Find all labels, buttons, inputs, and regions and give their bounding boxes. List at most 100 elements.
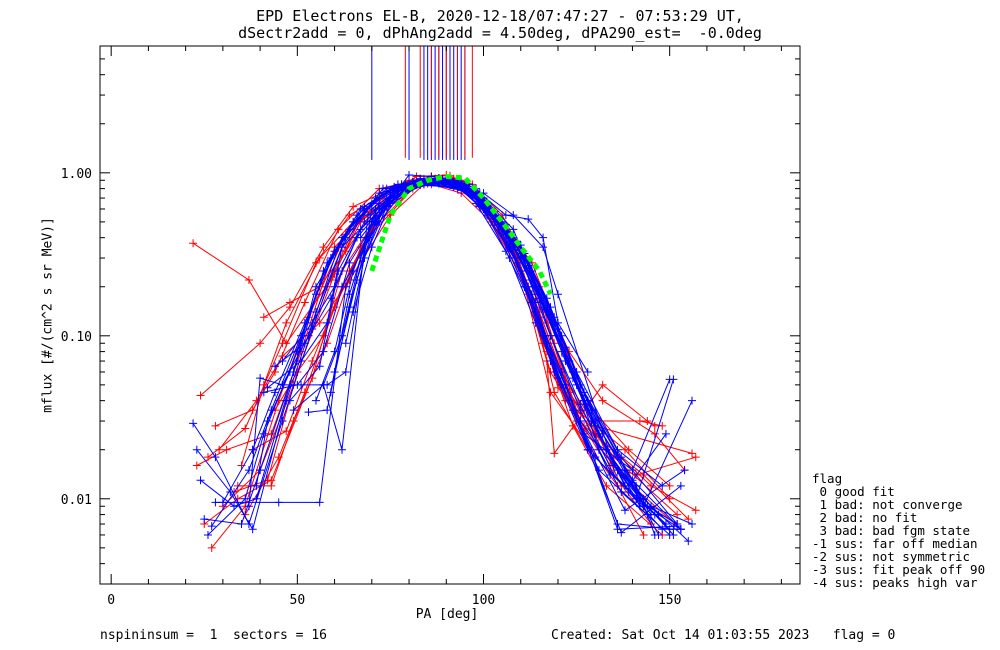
series-line <box>255 183 648 515</box>
data-point <box>338 233 347 242</box>
data-point <box>263 417 272 426</box>
data-point <box>594 429 603 438</box>
data-point <box>553 318 562 327</box>
data-point <box>594 466 603 475</box>
data-point <box>539 243 548 252</box>
data-point <box>621 481 629 490</box>
data-point <box>360 254 369 263</box>
data-point <box>617 488 626 497</box>
data-point <box>524 215 533 224</box>
data-point <box>349 202 358 211</box>
data-point <box>315 498 324 507</box>
data-point <box>278 339 287 348</box>
data-point <box>338 282 347 291</box>
legend-item: -4 sus: peaks high var <box>812 575 978 590</box>
peak-markers <box>371 46 473 160</box>
data-point <box>557 380 566 389</box>
data-point <box>252 494 261 503</box>
data-point <box>688 520 697 529</box>
data-point <box>244 275 253 284</box>
data-point <box>319 380 328 389</box>
chart-title: EPD Electrons EL-B, 2020-12-18/07:47:27 … <box>256 7 744 25</box>
data-point <box>211 453 220 462</box>
data-point <box>308 318 317 327</box>
data-point <box>382 194 391 203</box>
flag-legend: flag 0 good fit 1 bad: not converge 2 ba… <box>812 472 985 589</box>
data-point <box>561 357 570 366</box>
legend-title: flag <box>812 471 843 486</box>
y-tick-label: 0.10 <box>61 330 92 345</box>
y-axis-label: mflux [#/(cm^2 s sr MeV)] <box>40 217 56 413</box>
data-point <box>252 396 261 405</box>
data-point <box>308 357 317 366</box>
data-point <box>189 239 198 248</box>
data-point <box>311 396 320 405</box>
data-point <box>315 362 324 371</box>
data-point <box>334 266 343 275</box>
data-point <box>248 406 257 415</box>
axes: 0 50 100 150 0.01 0.10 1.00 <box>61 45 801 608</box>
data-point <box>576 406 585 415</box>
series-layer <box>189 170 700 552</box>
data-point <box>338 445 347 454</box>
data-point <box>196 391 205 400</box>
data-point <box>661 520 670 529</box>
data-point <box>267 481 276 490</box>
data-point <box>688 396 697 405</box>
legend-item: -3 sus: fit peak off 90 <box>812 562 986 577</box>
data-point <box>501 211 510 220</box>
y-tick-label: 0.01 <box>61 493 92 508</box>
legend-item: 1 bad: not converge <box>812 497 963 512</box>
legend-item: -2 sus: not symmetric <box>812 549 971 564</box>
data-point <box>509 225 518 234</box>
data-point <box>196 476 205 485</box>
series-line <box>274 178 685 471</box>
data-point <box>211 421 220 430</box>
y-tick-label: 1.00 <box>61 167 92 182</box>
data-point <box>338 331 347 340</box>
data-point <box>349 307 358 316</box>
data-point <box>371 194 380 203</box>
data-point <box>635 417 644 426</box>
data-point <box>297 357 306 366</box>
data-point <box>211 498 220 507</box>
x-tick-label: 150 <box>658 593 681 608</box>
data-point <box>189 419 198 428</box>
data-point <box>598 380 607 389</box>
data-point <box>230 502 239 511</box>
legend-item: 3 bad: bad fgm state <box>812 523 971 538</box>
legend-item: -1 sus: far off median <box>812 536 978 551</box>
data-point <box>650 530 659 539</box>
data-point <box>319 243 328 252</box>
data-point <box>282 427 291 436</box>
series-line <box>211 181 671 549</box>
plot-frame <box>99 45 801 585</box>
data-point <box>259 388 268 397</box>
data-point <box>274 498 283 507</box>
data-point <box>658 525 667 534</box>
data-point <box>256 466 265 475</box>
data-point <box>289 406 298 415</box>
data-point <box>546 331 555 340</box>
data-point <box>553 374 562 383</box>
data-point <box>304 408 313 417</box>
data-point <box>323 406 332 415</box>
data-point <box>405 170 414 179</box>
data-point <box>256 339 265 348</box>
data-point <box>643 417 652 426</box>
data-point <box>676 481 685 490</box>
data-point <box>244 502 253 511</box>
data-point <box>546 388 555 397</box>
data-point <box>237 520 246 529</box>
data-point <box>691 506 700 515</box>
data-point <box>375 199 384 208</box>
data-point <box>691 453 700 462</box>
data-point <box>330 367 339 376</box>
data-point <box>669 530 678 539</box>
data-point <box>315 254 324 263</box>
data-point <box>203 530 212 539</box>
x-tick-label: 0 <box>107 593 115 608</box>
data-point <box>326 388 335 397</box>
data-point <box>684 515 693 524</box>
